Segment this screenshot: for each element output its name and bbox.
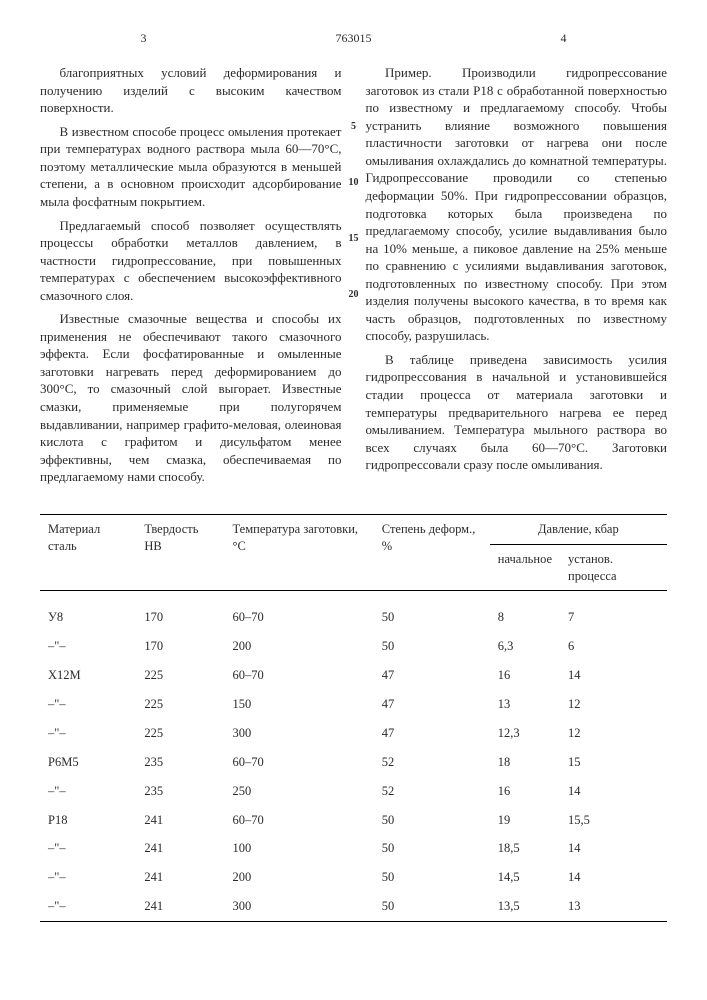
col-header: Температура заготовки, °С [225,514,374,591]
table-cell: 300 [225,719,374,748]
table-cell: 52 [374,777,490,806]
col-header: установ. процесса [560,544,667,591]
table-cell: 250 [225,777,374,806]
table-cell: У8 [40,591,136,632]
table-cell: 170 [136,591,224,632]
table-row: –"–235250521614 [40,777,667,806]
table-cell: –"– [40,863,136,892]
table-cell: 13 [490,690,560,719]
table-cell: 6 [560,632,667,661]
table-cell: 14 [560,834,667,863]
table-cell: 12,3 [490,719,560,748]
table-cell: 225 [136,661,224,690]
table-cell: 60–70 [225,661,374,690]
table-cell: 47 [374,719,490,748]
table-cell: –"– [40,690,136,719]
table-cell: 200 [225,863,374,892]
table-cell: 18 [490,748,560,777]
document-number: 763015 [250,30,457,46]
table-cell: –"– [40,777,136,806]
table-cell: 14 [560,863,667,892]
table-row: –"–2412005014,514 [40,863,667,892]
page-number-left: 3 [40,30,247,46]
table-cell: 14 [560,777,667,806]
table-cell: 60–70 [225,806,374,835]
table-cell: 235 [136,777,224,806]
paragraph: Известные смазочные вещества и способы и… [40,310,342,485]
table-row: –"–225150471312 [40,690,667,719]
table-cell: 50 [374,591,490,632]
table-cell: 13,5 [490,892,560,921]
table-cell: 241 [136,863,224,892]
table-cell: 241 [136,806,224,835]
line-number: 20 [349,288,359,302]
table-cell: –"– [40,719,136,748]
col-header-group: Давление, кбар [490,514,667,544]
table-cell: 170 [136,632,224,661]
table-cell: 50 [374,632,490,661]
line-number: 5 [351,120,356,134]
table-cell: 19 [490,806,560,835]
table-cell: 47 [374,661,490,690]
table-cell: 50 [374,863,490,892]
table-row: Х12М22560–70471614 [40,661,667,690]
table-cell: 12 [560,719,667,748]
table-cell: 50 [374,834,490,863]
line-number: 15 [349,232,359,246]
table-cell: 14,5 [490,863,560,892]
table-cell: 15,5 [560,806,667,835]
data-table: Материал сталь Твердость НВ Температура … [40,514,667,922]
table-cell: 100 [225,834,374,863]
table-row: –"–2413005013,513 [40,892,667,921]
table-cell: 300 [225,892,374,921]
table-row: –"–170200506,36 [40,632,667,661]
table-row: –"–2411005018,514 [40,834,667,863]
table-cell: 225 [136,719,224,748]
table-cell: 241 [136,834,224,863]
table-row: Р6М523560–70521815 [40,748,667,777]
table-row: У817060–705087 [40,591,667,632]
table-row: –"–2253004712,312 [40,719,667,748]
table-cell: Р18 [40,806,136,835]
table-cell: 235 [136,748,224,777]
table-cell: –"– [40,834,136,863]
table-cell: 12 [560,690,667,719]
table-cell: –"– [40,892,136,921]
table-cell: 241 [136,892,224,921]
table-cell: 8 [490,591,560,632]
table-cell: 47 [374,690,490,719]
page-header: 3 763015 4 [40,30,667,46]
table-cell: 52 [374,748,490,777]
table-cell: 50 [374,892,490,921]
table-cell: 60–70 [225,591,374,632]
paragraph: Пример. Производили гидропрессование заг… [366,64,668,345]
col-header: Степень деформ., % [374,514,490,591]
table-cell: 13 [560,892,667,921]
table-cell: 16 [490,777,560,806]
table-cell: Х12М [40,661,136,690]
table-cell: 16 [490,661,560,690]
table-cell: 50 [374,806,490,835]
paragraph: В таблице приведена зависимость усилия г… [366,351,668,474]
table-cell: 225 [136,690,224,719]
page-number-right: 4 [460,30,667,46]
table-cell: 60–70 [225,748,374,777]
table-cell: 200 [225,632,374,661]
table-cell: 7 [560,591,667,632]
table-cell: 6,3 [490,632,560,661]
paragraph: В известном способе процесс омыления про… [40,123,342,211]
paragraph: Предлагаемый способ позволяет осуществля… [40,217,342,305]
table-row: Р1824160–70501915,5 [40,806,667,835]
table-cell: 18,5 [490,834,560,863]
table-cell: 15 [560,748,667,777]
paragraph: благоприятных условий деформирования и п… [40,64,342,117]
table-cell: 150 [225,690,374,719]
table-cell: –"– [40,632,136,661]
line-number: 10 [349,176,359,190]
table-cell: Р6М5 [40,748,136,777]
col-header: Материал сталь [40,514,136,591]
col-header: начальное [490,544,560,591]
table-cell: 14 [560,661,667,690]
col-header: Твердость НВ [136,514,224,591]
